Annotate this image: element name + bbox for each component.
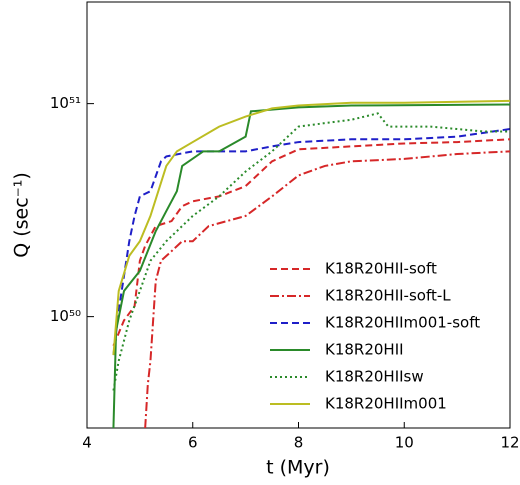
legend-label: K18R20HII xyxy=(325,341,404,359)
legend-label: K18R20HII-soft-L xyxy=(325,287,451,305)
x-tick-label: 8 xyxy=(294,434,304,452)
legend-label: K18R20HIIm001 xyxy=(325,395,447,413)
legend-label: K18R20HIIsw xyxy=(325,368,424,386)
series-line xyxy=(112,99,511,356)
x-tick-label: 6 xyxy=(188,434,198,452)
series-line xyxy=(112,103,511,429)
x-axis-label: t (Myr) xyxy=(266,457,330,479)
series-line xyxy=(112,128,511,356)
series-line xyxy=(144,150,511,429)
legend-label: K18R20HIIm001-soft xyxy=(325,314,480,332)
series-line xyxy=(112,112,510,391)
x-tick-label: 4 xyxy=(82,434,92,452)
y-tick-label: 10⁵⁰ xyxy=(50,307,81,325)
y-axis-label: Q (sec⁻¹) xyxy=(11,172,33,258)
legend-label: K18R20HII-soft xyxy=(325,260,437,278)
series-line xyxy=(112,138,511,347)
x-tick-label: 10 xyxy=(395,434,414,452)
y-tick-label: 10⁵¹ xyxy=(50,94,81,112)
x-tick-label: 12 xyxy=(500,434,519,452)
